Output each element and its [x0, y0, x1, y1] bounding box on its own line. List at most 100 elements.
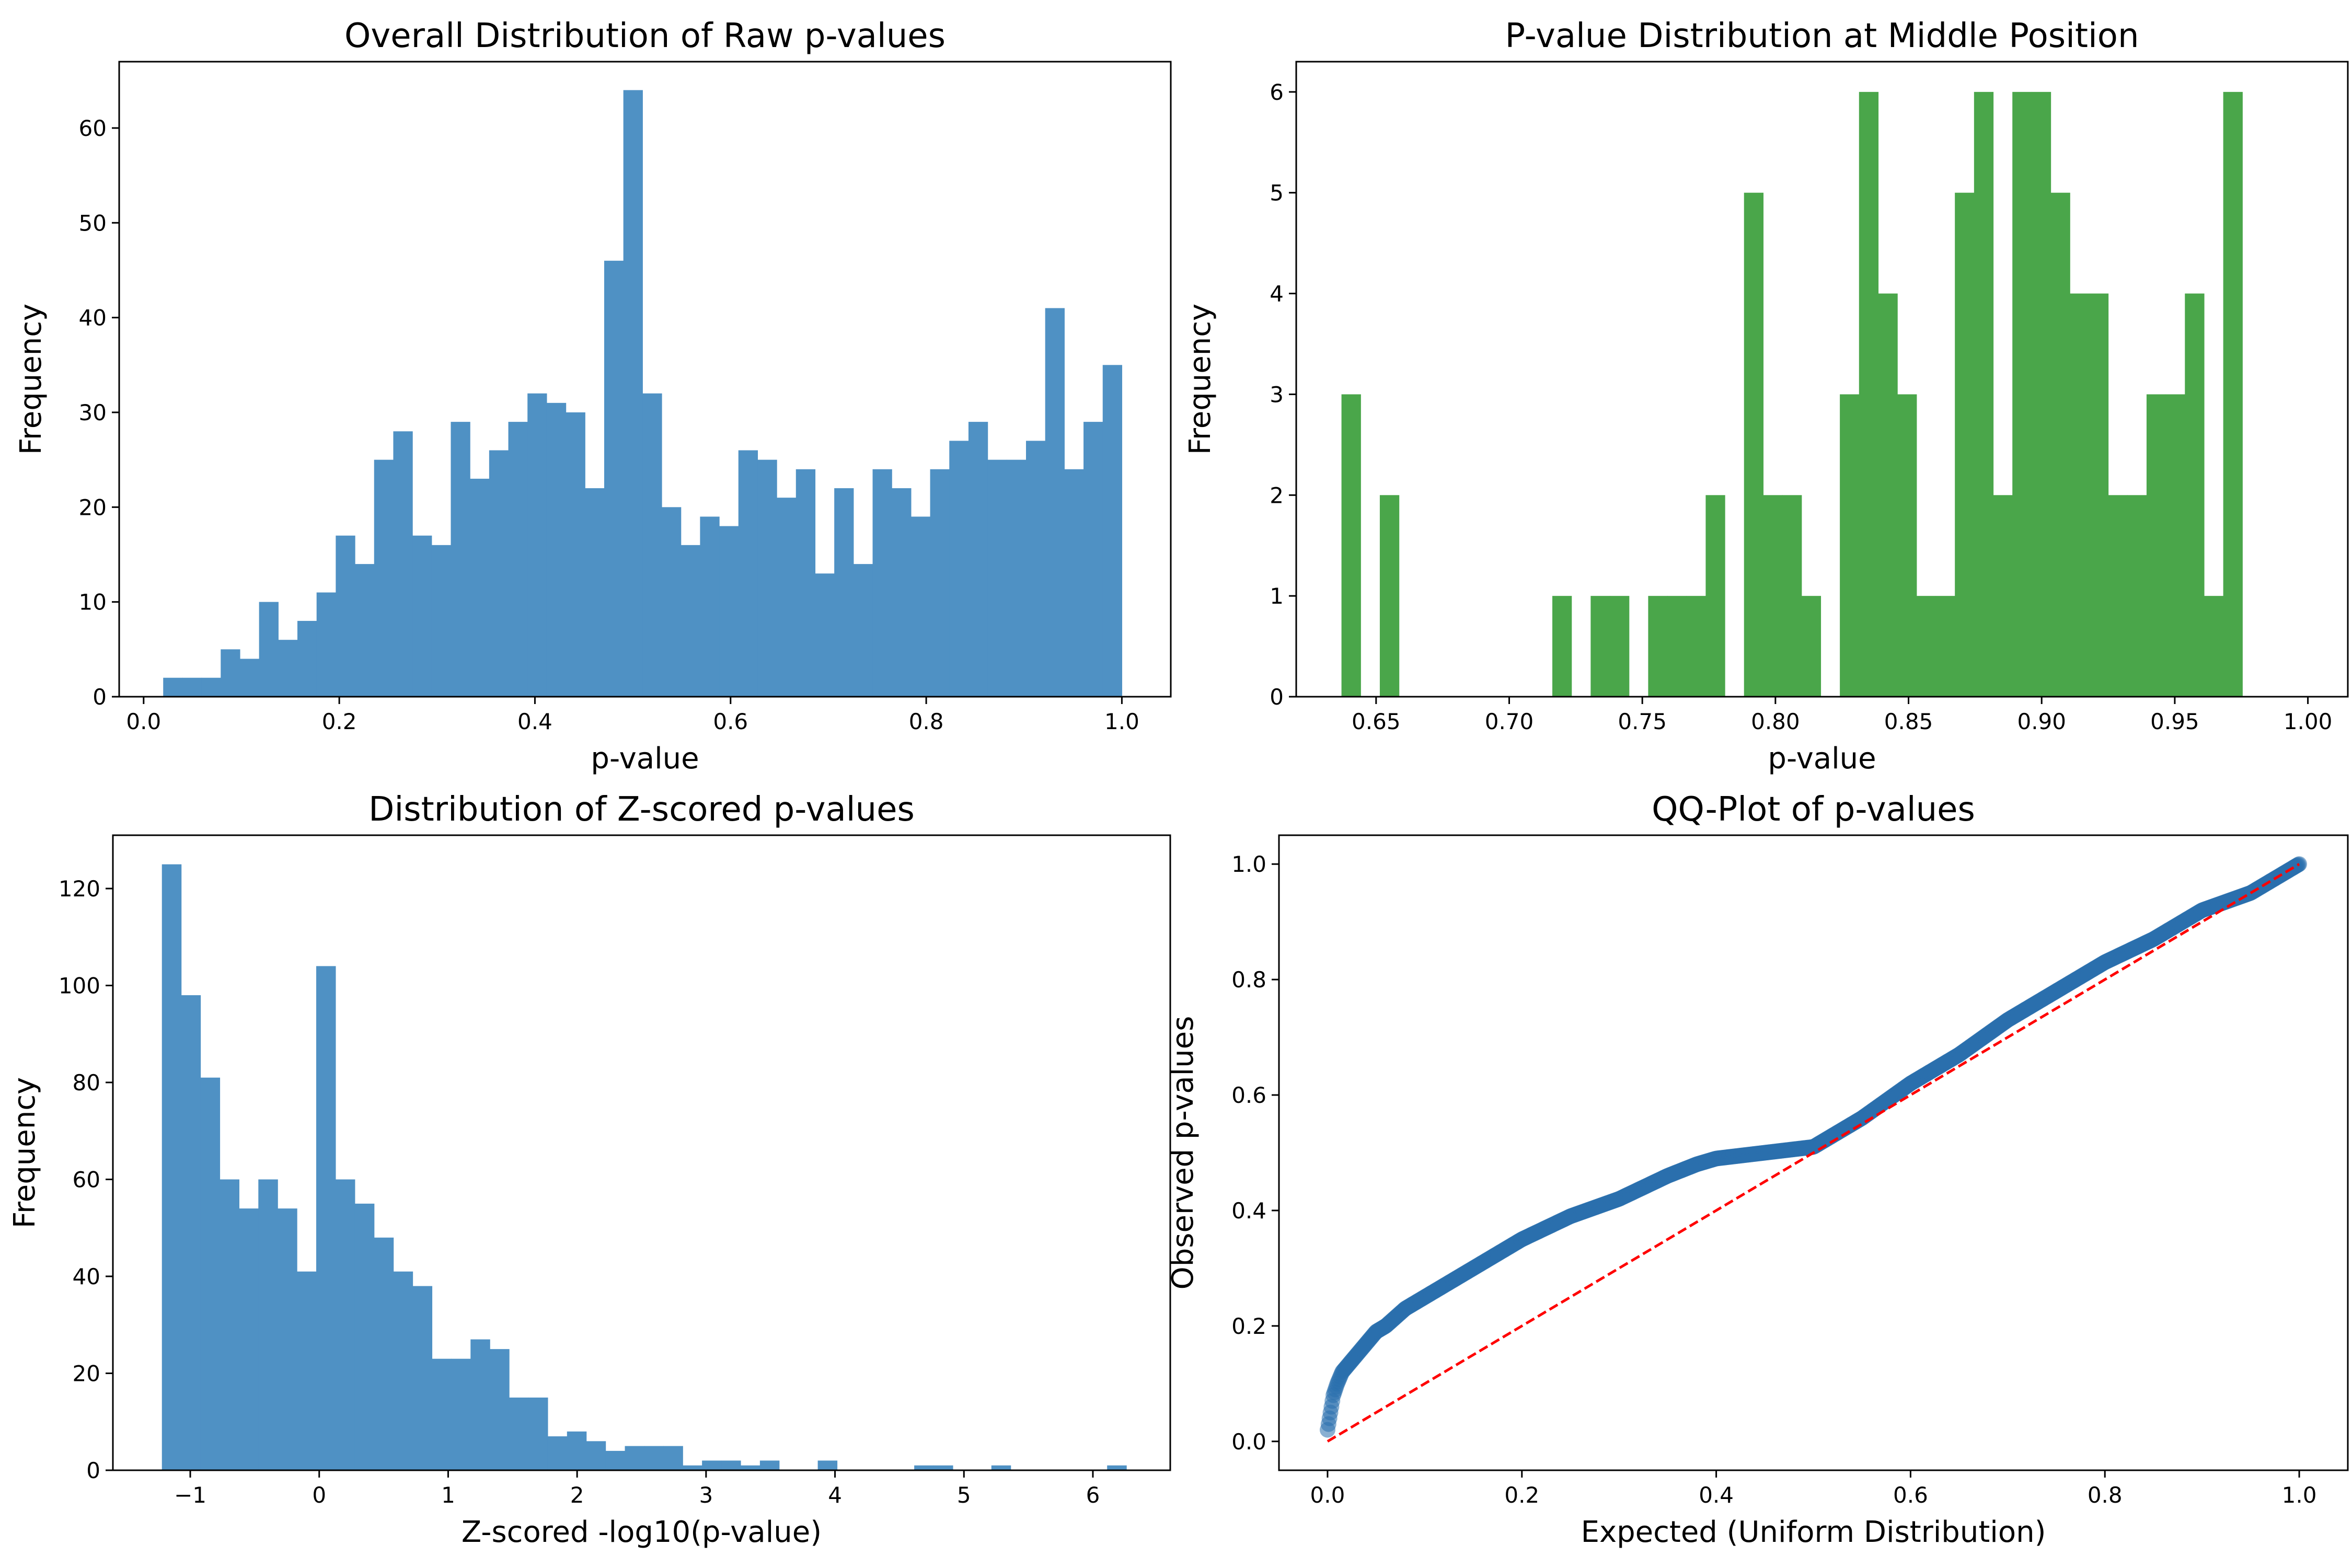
middle-bar-23: [1782, 495, 1802, 697]
qq-chart: 0.0 0.2 0.4 0.6 0.8 1.0 0.0 0.2 0.4 0.6 0.8 1.0 QQ-P…: [1166, 790, 2349, 1549]
raw-bar-11: [374, 459, 394, 697]
raw-bar-10: [355, 564, 375, 697]
raw-bar-2: [201, 677, 221, 697]
middle-bar-41: [2127, 495, 2147, 697]
zscore-bar-14: [432, 1358, 452, 1470]
raw-bar-1: [182, 677, 202, 697]
raw-xtick-label: 0.8: [909, 709, 944, 734]
raw-bar-32: [777, 498, 797, 697]
raw-bar-9: [336, 535, 355, 697]
middle-ytick-label: 5: [1270, 180, 1284, 206]
raw-bar-46: [1045, 308, 1065, 697]
middle-bar-36: [2031, 91, 2051, 697]
raw-bar-48: [1083, 422, 1103, 697]
zscore-bar-20: [547, 1436, 568, 1470]
middle-bar-17: [1667, 596, 1687, 697]
zscore-bars: [162, 864, 1127, 1470]
zscore-bar-12: [393, 1271, 413, 1470]
qq-ytick-label: 0.0: [1231, 1429, 1266, 1455]
zscore-bar-0: [162, 864, 182, 1470]
zscore-ytick-label: 40: [73, 1264, 100, 1289]
zscore-bar-8: [316, 966, 336, 1470]
qq-title: QQ-Plot of p-values: [1652, 790, 1975, 829]
zscore-bar-11: [374, 1237, 394, 1470]
raw-axes-frame: [118, 61, 1172, 698]
middle-xtick-label: 0.70: [1485, 709, 1534, 734]
raw-ytick-label: 50: [79, 210, 107, 236]
raw-ytick-label: 60: [79, 116, 107, 141]
raw-xtick-label: 0.0: [126, 709, 161, 734]
middle-bar-43: [2165, 394, 2185, 697]
zscore-bar-17: [490, 1349, 510, 1470]
middle-ytick-label: 1: [1270, 583, 1284, 609]
raw-bar-18: [508, 422, 528, 697]
zscore-bar-34: [817, 1460, 838, 1470]
raw-bar-31: [757, 459, 777, 697]
raw-bar-12: [393, 431, 413, 697]
raw-bar-16: [470, 478, 490, 697]
middle-bar-35: [2012, 91, 2032, 697]
zscore-bar-19: [528, 1397, 548, 1470]
raw-bars: [163, 90, 1123, 697]
zscore-axes-frame: [112, 834, 1171, 1471]
zscore-ytick-label: 120: [59, 876, 100, 902]
raw-xlabel: p-value: [591, 742, 699, 776]
raw-ytick-label: 10: [79, 590, 107, 615]
middle-xtick-label: 0.90: [2017, 709, 2066, 734]
middle-xtick-label: 0.75: [1618, 709, 1667, 734]
raw-bar-35: [834, 488, 854, 697]
middle-bar-37: [2050, 192, 2070, 697]
zscore-bar-2: [200, 1077, 221, 1470]
raw-bar-36: [853, 564, 873, 697]
middle-bar-38: [2070, 293, 2090, 697]
zscore-bar-27: [683, 1465, 702, 1470]
middle-bar-44: [2185, 293, 2205, 697]
raw-bar-24: [623, 90, 643, 697]
raw-bar-27: [681, 545, 700, 697]
raw-bar-25: [642, 393, 662, 697]
zscore-xtick-label: 0: [312, 1482, 326, 1508]
qq-xtick-label: 0.6: [1893, 1482, 1928, 1508]
zscore-bar-28: [702, 1460, 722, 1470]
qq-axes-frame: [1278, 834, 2349, 1471]
raw-bar-37: [872, 469, 892, 697]
middle-xtick-label: 0.85: [1884, 709, 1933, 734]
zscore-ytick-label: 80: [73, 1070, 100, 1096]
zscore-bar-4: [239, 1208, 259, 1470]
middle-bar-0: [1341, 394, 1361, 697]
middle-xtick-label: 0.65: [1352, 709, 1401, 734]
raw-bar-21: [566, 412, 585, 697]
qq-ytick-label: 1.0: [1231, 851, 1266, 877]
raw-ylabel: Frequency: [14, 304, 48, 455]
middle-bar-30: [1916, 596, 1936, 697]
middle-bar-40: [2108, 495, 2128, 697]
qq-points: [1319, 856, 2308, 1438]
raw-bar-7: [297, 620, 317, 697]
middle-bar-46: [2223, 91, 2243, 697]
raw-bar-6: [278, 640, 298, 697]
zscore-ytick-label: 60: [73, 1167, 100, 1193]
zscore-bar-26: [663, 1446, 683, 1470]
raw-xtick-label: 0.2: [322, 709, 357, 734]
raw-bar-44: [1007, 459, 1027, 697]
middle-bar-22: [1763, 495, 1783, 697]
middle-chart: 0.65 0.70 0.75 0.80 0.85 0.90 0.95 1.00 0 1 2 3 4 5 6 P…: [1183, 17, 2349, 776]
middle-bar-31: [1935, 596, 1955, 697]
middle-ylabel: Frequency: [1183, 304, 1217, 455]
middle-bar-16: [1648, 596, 1668, 697]
qq-ytick-label: 0.6: [1231, 1082, 1266, 1108]
middle-bar-26: [1840, 394, 1860, 697]
raw-xtick-label: 0.6: [713, 709, 748, 734]
raw-bar-41: [949, 441, 969, 697]
middle-xtick-label: 0.95: [2150, 709, 2199, 734]
raw-bar-33: [795, 469, 816, 697]
raw-bar-0: [163, 677, 183, 697]
middle-axes-frame: [1295, 61, 2349, 698]
raw-bar-17: [489, 450, 509, 697]
raw-bar-38: [892, 488, 912, 697]
raw-xtick-label: 1.0: [1104, 709, 1139, 734]
zscore-bar-16: [470, 1339, 490, 1470]
zscore-xtick-label: 2: [570, 1482, 584, 1508]
